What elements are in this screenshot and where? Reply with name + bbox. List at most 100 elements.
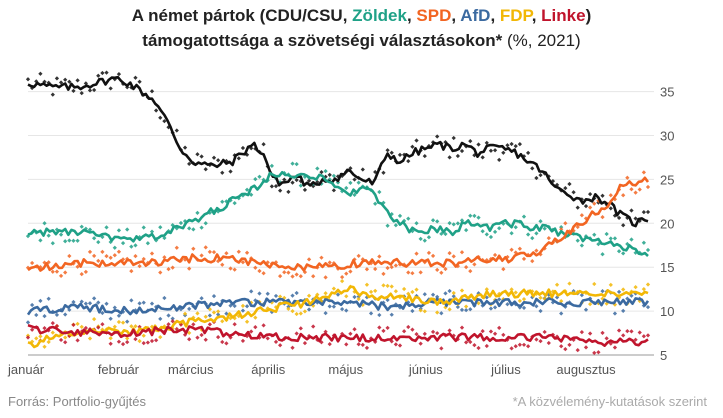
poll-dot <box>290 180 295 185</box>
poll-dot <box>633 285 638 290</box>
poll-dot <box>63 270 68 275</box>
poll-dot <box>472 342 477 348</box>
poll-dot <box>492 331 498 336</box>
poll-dot <box>149 251 155 256</box>
poll-dot <box>385 223 390 228</box>
poll-dot <box>145 340 150 345</box>
poll-dot <box>83 301 88 306</box>
poll-dot <box>203 337 208 342</box>
poll-dot <box>170 316 175 321</box>
poll-dot <box>79 91 84 96</box>
y-tick-label-25: 25 <box>660 172 674 187</box>
poll-dot <box>162 119 167 124</box>
poll-dot <box>616 215 622 220</box>
poll-dot <box>240 308 246 313</box>
poll-dot <box>488 306 494 311</box>
poll-dot <box>96 239 101 245</box>
poll-dot <box>104 253 109 259</box>
poll-dot <box>253 325 258 330</box>
poll-dot <box>575 205 580 210</box>
poll-dot <box>563 346 568 352</box>
poll-dot <box>583 307 589 312</box>
poll-dot <box>199 253 204 258</box>
poll-dot <box>261 271 266 276</box>
poll-dot <box>240 338 246 343</box>
poll-dot <box>331 304 336 309</box>
y-tick-label-10: 10 <box>660 304 674 319</box>
poll-dot <box>116 319 122 325</box>
poll-dot <box>220 199 225 204</box>
poll-dot <box>497 157 502 162</box>
poll-dot <box>83 269 88 275</box>
poll-dot <box>459 307 465 313</box>
poll-dot <box>509 346 514 351</box>
poll-dot <box>406 270 411 275</box>
poll-dot <box>311 324 316 329</box>
poll-dot <box>385 325 390 330</box>
poll-dot <box>492 252 498 258</box>
poll-dot <box>472 262 477 267</box>
poll-dot <box>459 148 465 154</box>
poll-dot <box>468 307 473 312</box>
poll-dot <box>207 313 212 318</box>
poll-dot <box>54 269 60 274</box>
poll-dot <box>588 331 593 336</box>
poll-dot <box>220 339 225 345</box>
poll-dot <box>335 292 341 297</box>
poll-dot <box>600 252 605 257</box>
poll-dot <box>199 332 204 338</box>
series-line-Zöldek <box>27 171 649 257</box>
poll-dot <box>286 306 291 311</box>
poll-dot <box>393 289 398 294</box>
poll-dot <box>220 262 225 267</box>
poll-dot <box>534 337 539 342</box>
series-line-CDU/CSU <box>27 75 649 228</box>
poll-dot <box>414 332 419 337</box>
poll-dot <box>612 236 618 241</box>
poll-dot <box>517 246 522 251</box>
poll-dot <box>596 350 601 355</box>
x-tick-label-1: február <box>98 362 140 377</box>
poll-dot <box>273 293 279 299</box>
poll-dot <box>517 342 522 347</box>
poll-dot <box>311 274 316 279</box>
poll-dot <box>120 241 126 246</box>
poll-dot <box>199 296 204 301</box>
poll-dot <box>211 249 217 255</box>
poll-dot <box>228 266 233 271</box>
poll-dot <box>187 226 192 231</box>
poll-dot <box>484 140 489 146</box>
poll-dot <box>323 329 328 334</box>
poll-dot <box>513 290 518 295</box>
poll-dot <box>348 331 353 336</box>
poll-dot <box>443 231 448 237</box>
y-tick-label-20: 20 <box>660 216 674 231</box>
poll-dot <box>414 251 419 256</box>
poll-dot <box>352 192 357 197</box>
poll-dot <box>509 287 514 292</box>
poll-dot <box>356 342 361 347</box>
poll-dot <box>162 235 167 241</box>
poll-dot <box>381 271 386 276</box>
poll-dot <box>571 190 576 195</box>
poll-dot <box>418 341 423 346</box>
poll-dot <box>331 286 336 291</box>
poll-dot <box>526 232 531 237</box>
poll-dot <box>373 288 378 293</box>
poll-dot <box>509 231 514 236</box>
poll-dot <box>116 228 122 233</box>
poll-dot <box>414 221 419 226</box>
poll-dot <box>302 187 308 192</box>
poll-dot <box>50 330 55 335</box>
poll-dot <box>410 308 415 314</box>
poll-dot <box>468 269 473 274</box>
poll-dot <box>439 270 444 275</box>
poll-dot <box>323 168 328 174</box>
poll-dot <box>170 319 175 324</box>
poll-dot <box>108 86 113 91</box>
poll-dot <box>612 311 618 316</box>
poll-dot <box>588 205 593 210</box>
poll-dot <box>583 204 589 209</box>
poll-dot <box>546 235 551 241</box>
